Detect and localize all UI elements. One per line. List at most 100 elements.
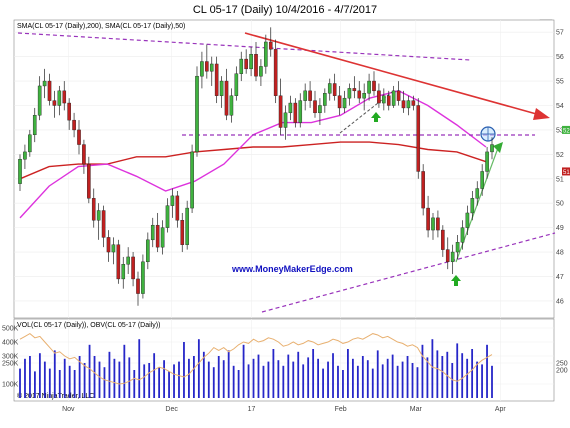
volume-bar xyxy=(337,365,339,398)
candle xyxy=(421,164,425,216)
candle xyxy=(352,76,357,99)
candle xyxy=(337,85,342,116)
volume-bar xyxy=(396,365,399,398)
volume-bar xyxy=(292,361,295,398)
volume-bar xyxy=(163,360,165,398)
candle xyxy=(101,205,106,248)
price-y-axis: 46 47 48 49 50 51 52 53 54 55 56 57 52. 51. xyxy=(556,30,570,305)
price-tick-label: 52 xyxy=(556,152,564,159)
price-tick-label: 51 xyxy=(556,176,564,183)
candle xyxy=(308,81,312,108)
candle xyxy=(131,252,135,287)
candle xyxy=(401,90,406,113)
candle xyxy=(87,156,91,204)
candle xyxy=(273,39,278,104)
last-price-label: 52. xyxy=(563,128,570,134)
candle xyxy=(323,88,327,113)
price-tick-label: 57 xyxy=(556,30,564,37)
candle xyxy=(391,85,396,108)
obv-line xyxy=(19,332,493,385)
volume-bar xyxy=(232,365,235,398)
volume-tick-label: 100K xyxy=(2,382,19,389)
price-tick-label: 49 xyxy=(556,225,564,232)
volume-legend: VOL(CL 05-17 (Daily)), OBV(CL 05-17 (Dai… xyxy=(17,322,160,329)
candle xyxy=(288,95,293,121)
volume-bar xyxy=(118,361,121,398)
volume-bar xyxy=(436,350,439,398)
candle xyxy=(342,90,347,113)
volume-bar xyxy=(48,368,51,398)
volume-bar xyxy=(29,356,31,398)
sma200-line xyxy=(19,141,487,180)
volume-bar xyxy=(148,363,151,398)
volume-bar xyxy=(207,361,210,398)
resistance-trendline xyxy=(244,32,541,116)
candle xyxy=(229,88,234,123)
candle xyxy=(303,83,307,111)
candle xyxy=(106,230,111,262)
candle xyxy=(436,210,440,238)
candle xyxy=(155,212,160,253)
candle xyxy=(259,59,263,86)
volume-bar xyxy=(262,365,265,398)
candle xyxy=(268,27,273,57)
volume-bar xyxy=(78,356,81,398)
price-tick-label: 50 xyxy=(556,201,564,208)
volume-bar xyxy=(168,371,170,398)
volume-bar xyxy=(302,364,305,398)
volume-bar xyxy=(252,358,255,398)
lower-dashed-channel xyxy=(261,232,556,313)
volume-bar xyxy=(257,354,260,398)
volume-bar xyxy=(371,368,374,398)
volume-bar xyxy=(347,349,349,398)
candle xyxy=(450,244,455,275)
volume-bar xyxy=(381,364,384,398)
x-tick-label: Nov xyxy=(62,406,75,413)
volume-bar xyxy=(143,364,146,398)
volume-bar xyxy=(376,350,379,398)
candle xyxy=(150,217,155,248)
x-tick-label: Apr xyxy=(495,406,507,413)
volume-bar xyxy=(178,361,180,398)
price-tick-label: 53 xyxy=(556,127,564,134)
candle xyxy=(441,225,445,257)
candle xyxy=(416,98,421,179)
candle xyxy=(480,164,484,196)
volume-bar xyxy=(24,358,26,398)
volume-bar xyxy=(63,358,66,398)
candle xyxy=(175,190,180,228)
candle xyxy=(62,81,67,111)
volume-bar xyxy=(227,350,230,398)
volume-bar xyxy=(446,351,449,398)
volume-bar xyxy=(366,360,369,398)
volume-bar xyxy=(158,367,161,398)
volume-bar xyxy=(88,344,91,398)
volume-last-label: 200 xyxy=(556,368,568,375)
resistance-arrow-icon xyxy=(533,108,550,120)
candle xyxy=(185,200,189,250)
price-tick-label: 46 xyxy=(556,298,564,305)
candle xyxy=(52,90,57,118)
volume-bar xyxy=(386,358,389,398)
candle xyxy=(136,271,140,306)
candle xyxy=(205,44,209,79)
volume-bar xyxy=(93,356,96,398)
volume-bar xyxy=(108,351,111,398)
candle xyxy=(96,203,101,240)
volume-bar xyxy=(287,354,290,398)
volume-tick-label: 300K xyxy=(2,354,19,361)
volume-bar xyxy=(212,367,215,398)
volume-bar xyxy=(426,357,429,398)
volume-bar xyxy=(282,365,285,398)
volume-bar xyxy=(416,367,419,398)
candle xyxy=(293,98,298,128)
candle xyxy=(386,90,391,111)
candle xyxy=(47,73,52,106)
obv-path xyxy=(19,332,493,385)
candle xyxy=(475,181,480,206)
candle xyxy=(209,56,214,86)
volume-bar xyxy=(73,370,76,398)
candle xyxy=(377,83,381,108)
volume-bar xyxy=(406,356,409,398)
